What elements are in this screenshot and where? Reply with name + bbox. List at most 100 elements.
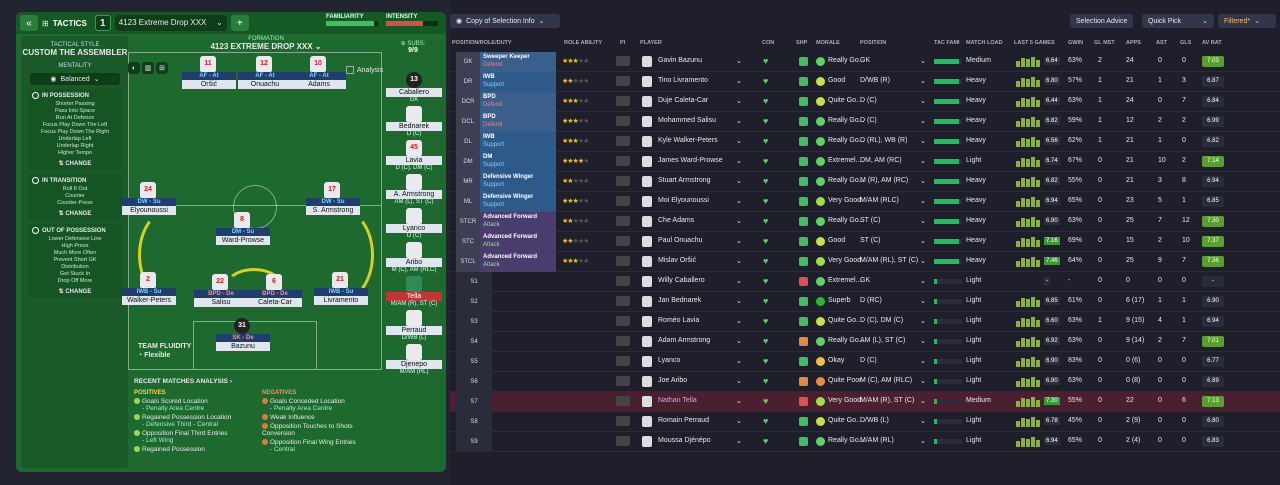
table-row[interactable]: GK Sweeper Keeper Defend ★★★★★ Gavin Bazunu ⌄… bbox=[450, 52, 1280, 72]
pi-icon[interactable] bbox=[616, 196, 630, 206]
sub-player[interactable]: 45 Lavia D (C), DM (C) bbox=[386, 140, 442, 174]
chevron-down-icon[interactable]: ⌄ bbox=[920, 278, 926, 285]
player-name[interactable]: Nathan Tella bbox=[658, 397, 697, 404]
table-row[interactable]: S7 Nathan Tella ⌄ ♥ Very Good M/AM (R), ST (C… bbox=[450, 392, 1280, 412]
player-shirt[interactable]: 21 bbox=[332, 272, 348, 288]
player-name[interactable]: Mohammed Salisu bbox=[658, 117, 716, 124]
role-duty[interactable]: BPD Defend bbox=[480, 92, 556, 112]
col-header[interactable]: ROLE ABILITY bbox=[564, 40, 602, 46]
col-header[interactable]: CON bbox=[762, 40, 775, 46]
pitch-player[interactable]: SK - De Bazunu bbox=[216, 334, 270, 351]
chevron-down-icon[interactable]: ⌄ bbox=[736, 198, 742, 205]
pitch-player[interactable]: DW - Su Elyounoussi bbox=[122, 198, 176, 215]
player-shirt[interactable]: 10 bbox=[310, 56, 326, 72]
table-row[interactable]: DCL BPD Defend ★★★★★ Mohammed Salisu ⌄ ♥ Really… bbox=[450, 112, 1280, 132]
pitch-player[interactable]: BPD - De Salisu bbox=[194, 290, 248, 307]
pi-icon[interactable] bbox=[616, 296, 630, 306]
pi-icon[interactable] bbox=[616, 356, 630, 366]
col-header[interactable]: AST bbox=[1156, 40, 1167, 46]
table-row[interactable]: STCL Advanced Forward Attack ★★★★★ Mislav Or… bbox=[450, 252, 1280, 272]
col-header[interactable]: GL MST bbox=[1094, 40, 1115, 46]
analysis-toggle[interactable]: Analysis bbox=[346, 66, 383, 74]
pi-icon[interactable] bbox=[616, 376, 630, 386]
chevron-down-icon[interactable]: ⌄ bbox=[736, 98, 742, 105]
chevron-down-icon[interactable]: ⌄ bbox=[736, 338, 742, 345]
chevron-down-icon[interactable]: ⌄ bbox=[736, 138, 742, 145]
col-header[interactable]: GLS bbox=[1180, 40, 1192, 46]
role-duty[interactable]: IWB Support bbox=[480, 72, 556, 92]
role-duty[interactable]: IWB Support bbox=[480, 132, 556, 152]
col-header[interactable]: MORALE bbox=[816, 40, 840, 46]
col-header[interactable]: PI bbox=[620, 40, 626, 46]
role-duty[interactable]: Defensive Winger Support bbox=[480, 192, 556, 212]
table-row[interactable]: MR Defensive Winger Support ★★★★★ Stuart Arm… bbox=[450, 172, 1280, 192]
table-row[interactable]: S1 Willy Caballero ⌄ ♥ Extremel... GK ⌄ Light - -… bbox=[450, 272, 1280, 292]
out-of-possession-change-button[interactable]: ⇅ CHANGE bbox=[58, 289, 92, 295]
player-shirt[interactable]: 12 bbox=[256, 56, 272, 72]
pi-icon[interactable] bbox=[616, 236, 630, 246]
table-row[interactable]: S2 Jan Bednarek ⌄ ♥ Superb D (RC) ⌄ Light 6.85 61… bbox=[450, 292, 1280, 312]
chevron-down-icon[interactable]: ⌄ bbox=[920, 338, 926, 345]
player-name[interactable]: Paul Onuachu bbox=[658, 237, 703, 244]
in-possession-change-button[interactable]: ⇅ CHANGE bbox=[58, 161, 92, 167]
pi-icon[interactable] bbox=[616, 56, 630, 66]
formation-selector[interactable]: 4123 EXTREME DROP XXX ⌄ bbox=[186, 42, 346, 51]
table-row[interactable]: STC Advanced Forward Attack ★★★★★ Paul Onuac… bbox=[450, 232, 1280, 252]
chevron-down-icon[interactable]: ⌄ bbox=[920, 98, 926, 105]
sub-player[interactable]: A. Armstrong AM (L), ST (C) bbox=[386, 174, 442, 208]
chevron-down-icon[interactable]: ⌄ bbox=[736, 258, 742, 265]
role-duty[interactable]: DM Support bbox=[480, 152, 556, 172]
pitch-player[interactable]: DW - Su S. Armstrong bbox=[306, 198, 360, 215]
table-row[interactable]: DCR BPD Defend ★★★★★ Duje Caleta-Car ⌄ ♥ Quite … bbox=[450, 92, 1280, 112]
player-name[interactable]: Kyle Walker-Peters bbox=[658, 137, 718, 144]
sub-player[interactable]: Aribo M (C), AM (RLC) bbox=[386, 242, 442, 276]
table-row[interactable]: S8 Romain Perraud ⌄ ♥ Quite Go... D/WB (L) ⌄ Li… bbox=[450, 412, 1280, 432]
table-row[interactable]: S9 Moussa Djénépo ⌄ ♥ Really Go... M/AM (RL) ⌄… bbox=[450, 432, 1280, 452]
chevron-down-icon[interactable]: ⌄ bbox=[920, 58, 926, 65]
chevron-down-icon[interactable]: ⌄ bbox=[736, 158, 742, 165]
pitch-mode-icon[interactable]: ◐ bbox=[128, 62, 140, 74]
add-tactic-button[interactable]: + bbox=[230, 15, 249, 31]
player-name[interactable]: Moussa Djénépo bbox=[658, 437, 711, 444]
chevron-down-icon[interactable]: ⌄ bbox=[920, 198, 926, 205]
player-name[interactable]: Adam Armstrong bbox=[658, 337, 711, 344]
pi-icon[interactable] bbox=[616, 176, 630, 186]
selection-advice-button[interactable]: Selection Advice bbox=[1070, 14, 1134, 28]
table-row[interactable]: ML Defensive Winger Support ★★★★★ Moi Elyoun… bbox=[450, 192, 1280, 212]
tactic-number[interactable]: 1 bbox=[94, 15, 111, 31]
chevron-down-icon[interactable]: ⌄ bbox=[920, 258, 926, 265]
chevron-down-icon[interactable]: ⌄ bbox=[920, 178, 926, 185]
pitch-player[interactable]: AF - At Adams bbox=[292, 72, 346, 89]
tactical-style-name[interactable]: CUSTOM THE ASSEMBLER bbox=[22, 48, 128, 57]
chevron-down-icon[interactable]: ⌄ bbox=[920, 418, 926, 425]
col-header[interactable]: AV RAT bbox=[1202, 40, 1222, 46]
chevron-down-icon[interactable]: ⌄ bbox=[736, 298, 742, 305]
pi-icon[interactable] bbox=[616, 136, 630, 146]
sub-player[interactable]: Djenepo M/AM (RL) bbox=[386, 344, 442, 378]
role-duty[interactable]: Defensive Winger Support bbox=[480, 172, 556, 192]
player-name[interactable]: Jan Bednarek bbox=[658, 297, 702, 304]
chevron-down-icon[interactable]: ⌄ bbox=[736, 438, 742, 445]
pi-icon[interactable] bbox=[616, 276, 630, 286]
col-header[interactable]: APPS bbox=[1126, 40, 1141, 46]
pi-icon[interactable] bbox=[616, 96, 630, 106]
table-row[interactable]: DR IWB Support ★★★★★ Tino Livramento ⌄ ♥ Good D/… bbox=[450, 72, 1280, 92]
pi-icon[interactable] bbox=[616, 416, 630, 426]
col-header[interactable]: PLAYER bbox=[640, 40, 662, 46]
chevron-down-icon[interactable]: ⌄ bbox=[736, 238, 742, 245]
pi-icon[interactable] bbox=[616, 216, 630, 226]
player-shirt[interactable]: 2 bbox=[140, 272, 156, 288]
chevron-down-icon[interactable]: ⌄ bbox=[736, 278, 742, 285]
grid-icon[interactable]: ⊞ bbox=[156, 62, 168, 74]
chevron-down-icon[interactable]: ⌄ bbox=[736, 58, 742, 65]
player-shirt[interactable]: 6 bbox=[266, 274, 282, 290]
chevron-down-icon[interactable]: ⌄ bbox=[920, 378, 926, 385]
role-duty[interactable]: Advanced Forward Attack bbox=[480, 232, 556, 252]
pi-icon[interactable] bbox=[616, 256, 630, 266]
chevron-down-icon[interactable]: ⌄ bbox=[920, 318, 926, 325]
col-header[interactable]: LAST 5 GAMES bbox=[1014, 40, 1055, 46]
quick-pick-button[interactable]: Quick Pick ⌄ bbox=[1142, 14, 1214, 28]
pi-icon[interactable] bbox=[616, 76, 630, 86]
chevron-down-icon[interactable]: ⌄ bbox=[920, 138, 926, 145]
player-name[interactable]: Joe Aribo bbox=[658, 377, 688, 384]
